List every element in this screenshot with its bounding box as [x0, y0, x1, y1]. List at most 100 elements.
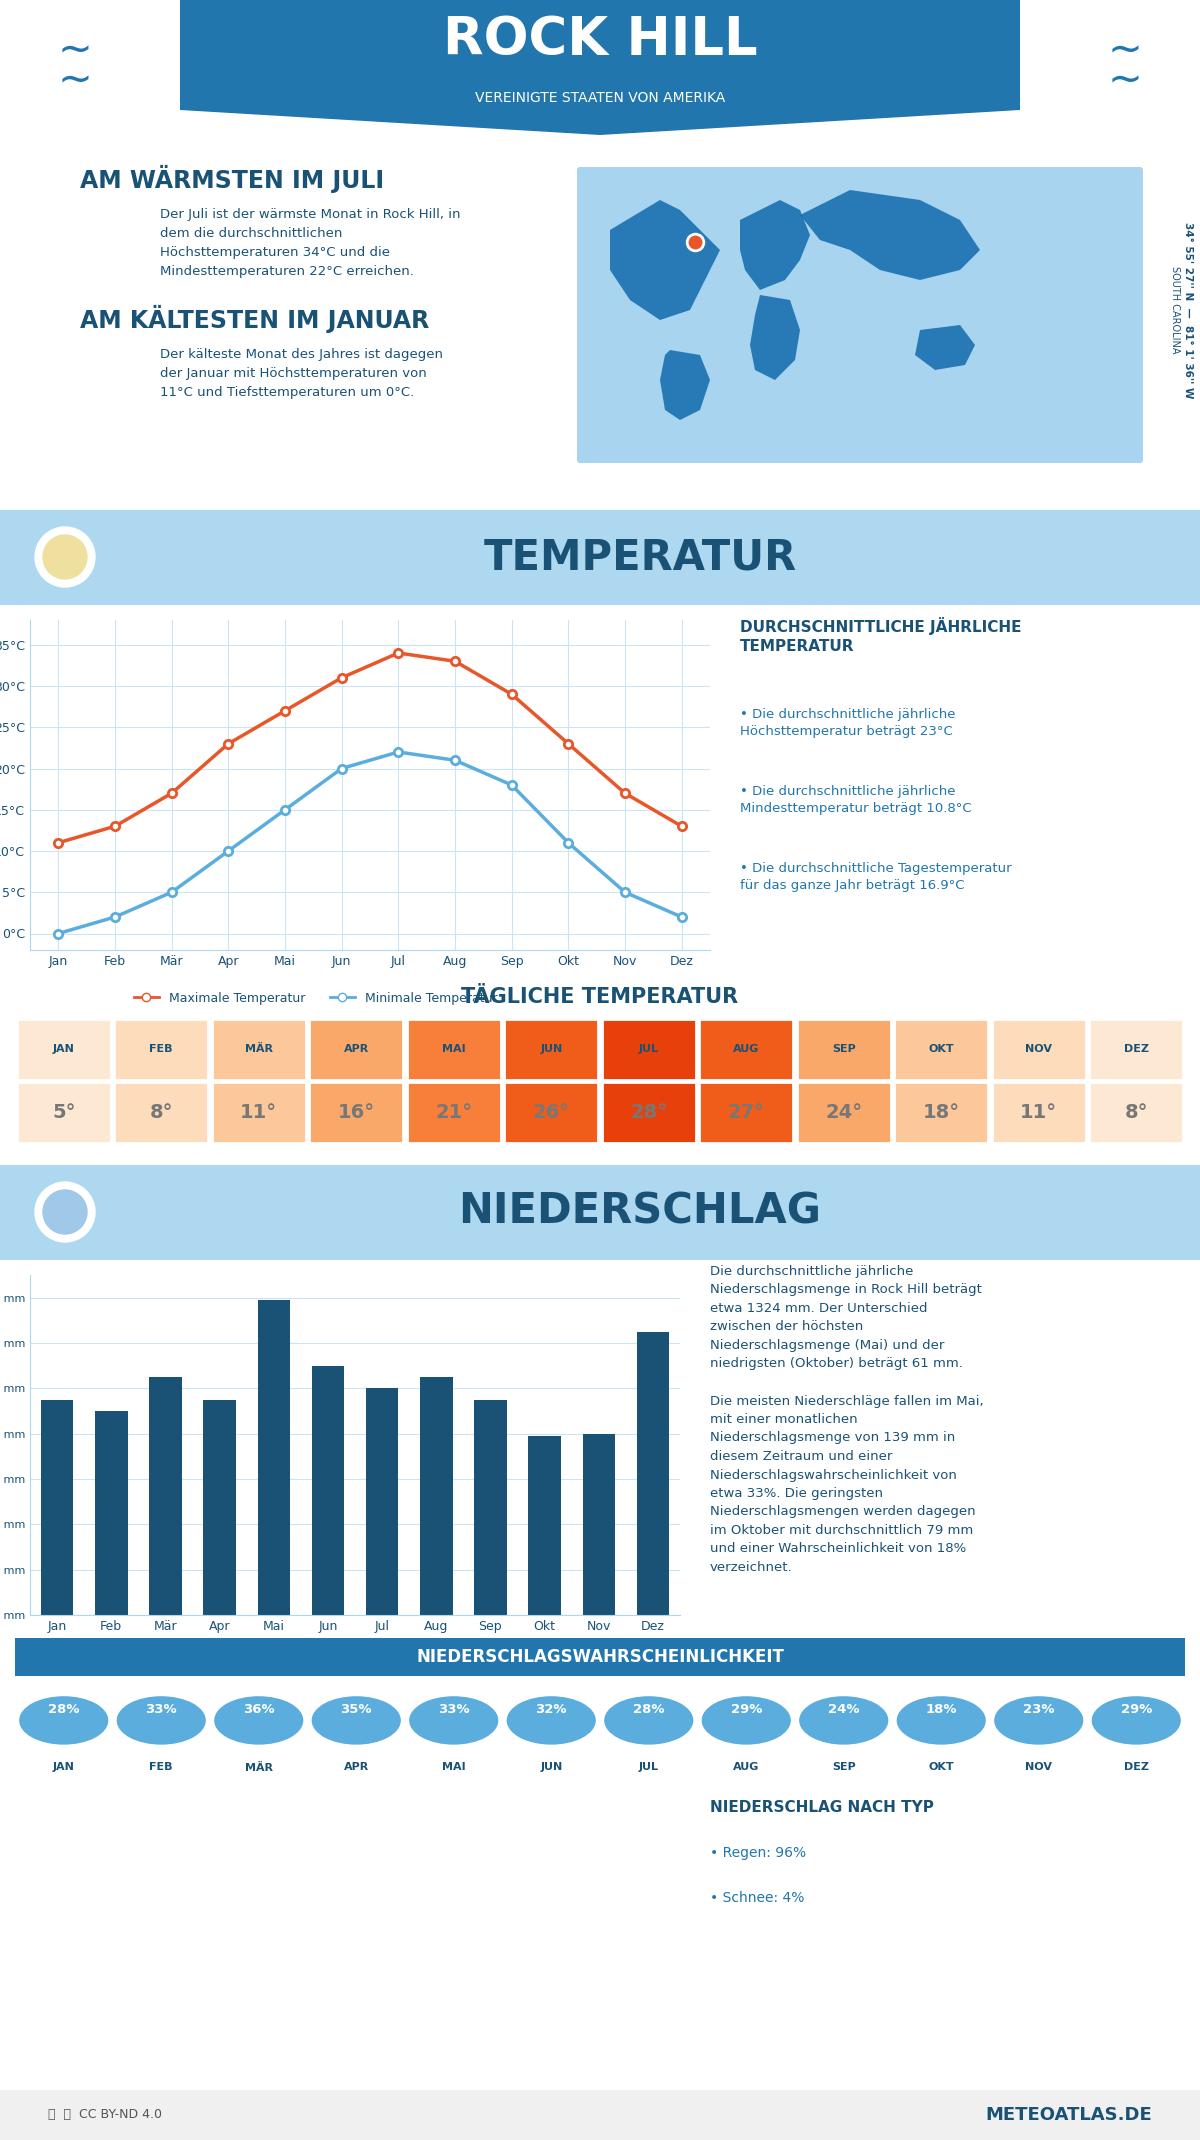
Text: MÄR: MÄR — [245, 1763, 272, 1772]
Bar — [95, 1410, 127, 1616]
Text: ∼: ∼ — [58, 30, 92, 71]
Text: AM KÄLTESTEN IM JANUAR: AM KÄLTESTEN IM JANUAR — [80, 306, 430, 334]
Text: JAN: JAN — [53, 1763, 74, 1772]
Text: JUL: JUL — [638, 1763, 659, 1772]
Bar — [420, 1376, 452, 1616]
Text: 27°: 27° — [727, 1104, 764, 1121]
Text: 34° 55' 27'' N  —  81° 1' 36'' W: 34° 55' 27'' N — 81° 1' 36'' W — [1183, 223, 1193, 398]
Text: FEB: FEB — [150, 1044, 173, 1053]
Text: Der Juli ist der wärmste Monat in Rock Hill, in
dem die durchschnittlichen
Höchs: Der Juli ist der wärmste Monat in Rock H… — [160, 208, 461, 278]
FancyBboxPatch shape — [310, 1083, 403, 1143]
FancyBboxPatch shape — [894, 1019, 988, 1081]
Text: 18°: 18° — [923, 1104, 960, 1121]
Text: AUG: AUG — [733, 1763, 760, 1772]
FancyBboxPatch shape — [1090, 1019, 1183, 1081]
FancyBboxPatch shape — [1090, 1083, 1183, 1143]
Text: 16°: 16° — [337, 1104, 374, 1121]
Circle shape — [800, 1697, 888, 1744]
Text: 5°: 5° — [52, 1104, 76, 1121]
Text: 32%: 32% — [535, 1703, 568, 1716]
Circle shape — [995, 1697, 1082, 1744]
Polygon shape — [610, 199, 720, 321]
Text: • Schnee: 4%: • Schnee: 4% — [710, 1892, 804, 1905]
Text: Ⓒ  ⓘ  CC BY-ND 4.0: Ⓒ ⓘ CC BY-ND 4.0 — [48, 2108, 162, 2121]
FancyBboxPatch shape — [504, 1083, 598, 1143]
Circle shape — [20, 1697, 108, 1744]
Text: 24°: 24° — [826, 1104, 863, 1121]
Text: JUN: JUN — [540, 1044, 563, 1053]
FancyBboxPatch shape — [797, 1019, 890, 1081]
Bar — [366, 1389, 398, 1616]
Text: AUG: AUG — [733, 1044, 760, 1053]
Text: 28%: 28% — [48, 1703, 79, 1716]
Text: OKT: OKT — [929, 1044, 954, 1053]
Bar — [258, 1299, 290, 1616]
Circle shape — [215, 1697, 302, 1744]
Text: FEB: FEB — [150, 1763, 173, 1772]
Text: ROCK HILL: ROCK HILL — [443, 15, 757, 66]
Polygon shape — [660, 351, 710, 419]
Legend: Niederschlagssumme: Niederschlagssumme — [168, 1639, 348, 1663]
FancyBboxPatch shape — [0, 1635, 1200, 1678]
Text: • Die durchschnittliche Tagestemperatur
für das ganze Jahr beträgt 16.9°C: • Die durchschnittliche Tagestemperatur … — [740, 862, 1012, 892]
FancyBboxPatch shape — [700, 1083, 793, 1143]
Text: MAI: MAI — [442, 1044, 466, 1053]
Text: 29%: 29% — [731, 1703, 762, 1716]
Polygon shape — [750, 295, 800, 381]
Text: MÄR: MÄR — [245, 1044, 272, 1053]
Bar — [312, 1365, 344, 1616]
FancyBboxPatch shape — [992, 1019, 1086, 1081]
Circle shape — [702, 1697, 790, 1744]
FancyBboxPatch shape — [797, 1083, 890, 1143]
Circle shape — [43, 1190, 88, 1235]
Polygon shape — [740, 199, 810, 291]
Circle shape — [1092, 1697, 1180, 1744]
Text: 26°: 26° — [533, 1104, 570, 1121]
Text: 8°: 8° — [1124, 1104, 1148, 1121]
FancyBboxPatch shape — [114, 1083, 208, 1143]
Text: 28%: 28% — [634, 1703, 665, 1716]
Text: APR: APR — [343, 1763, 368, 1772]
Circle shape — [508, 1697, 595, 1744]
Text: • Die durchschnittliche jährliche
Mindesttemperatur beträgt 10.8°C: • Die durchschnittliche jährliche Mindes… — [740, 785, 972, 815]
Text: VEREINIGTE STAATEN VON AMERIKA: VEREINIGTE STAATEN VON AMERIKA — [475, 92, 725, 105]
Legend: Maximale Temperatur, Minimale Temperatur: Maximale Temperatur, Minimale Temperatur — [128, 987, 503, 1010]
Text: 11°: 11° — [1020, 1104, 1057, 1121]
Polygon shape — [180, 0, 1020, 135]
FancyBboxPatch shape — [700, 1019, 793, 1081]
Circle shape — [118, 1697, 205, 1744]
Text: ∼: ∼ — [1108, 30, 1142, 71]
FancyBboxPatch shape — [992, 1083, 1086, 1143]
Circle shape — [312, 1697, 400, 1744]
FancyBboxPatch shape — [17, 1083, 110, 1143]
Text: SEP: SEP — [832, 1763, 856, 1772]
Circle shape — [43, 535, 88, 580]
FancyBboxPatch shape — [504, 1019, 598, 1081]
FancyBboxPatch shape — [212, 1083, 306, 1143]
FancyBboxPatch shape — [0, 507, 1200, 608]
Text: JAN: JAN — [53, 1044, 74, 1053]
Text: 21°: 21° — [436, 1104, 473, 1121]
Polygon shape — [916, 325, 974, 370]
Circle shape — [35, 526, 95, 586]
Bar — [149, 1376, 181, 1616]
Text: JUL: JUL — [638, 1044, 659, 1053]
FancyBboxPatch shape — [0, 1162, 1200, 1263]
FancyBboxPatch shape — [894, 1083, 988, 1143]
Text: 24%: 24% — [828, 1703, 859, 1716]
Bar — [203, 1400, 236, 1616]
Circle shape — [605, 1697, 692, 1744]
Text: 29%: 29% — [1121, 1703, 1152, 1716]
Text: NIEDERSCHLAG NACH TYP: NIEDERSCHLAG NACH TYP — [710, 1800, 934, 1815]
Polygon shape — [800, 190, 980, 280]
Bar — [637, 1331, 670, 1616]
Circle shape — [35, 1181, 95, 1241]
Text: ∼: ∼ — [58, 60, 92, 101]
Text: 35%: 35% — [341, 1703, 372, 1716]
FancyBboxPatch shape — [602, 1019, 696, 1081]
Text: NIEDERSCHLAGSWAHRSCHEINLICHKEIT: NIEDERSCHLAGSWAHRSCHEINLICHKEIT — [416, 1648, 784, 1667]
Text: METEOATLAS.DE: METEOATLAS.DE — [985, 2106, 1152, 2125]
FancyBboxPatch shape — [212, 1019, 306, 1081]
Text: Der kälteste Monat des Jahres ist dagegen
der Januar mit Höchsttemperaturen von
: Der kälteste Monat des Jahres ist dagege… — [160, 349, 443, 398]
FancyBboxPatch shape — [407, 1083, 500, 1143]
